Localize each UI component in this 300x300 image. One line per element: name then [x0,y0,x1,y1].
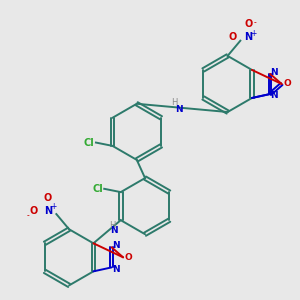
Text: +: + [251,29,257,38]
Text: Cl: Cl [92,184,103,194]
Text: N: N [110,226,118,235]
Text: Cl: Cl [84,138,95,148]
Text: O: O [283,80,291,88]
Text: N: N [112,265,119,274]
Text: H: H [171,98,177,107]
Text: O: O [44,193,52,203]
Text: O: O [124,253,132,262]
Text: N: N [244,32,253,42]
Text: +: + [50,202,57,211]
Text: O: O [244,19,253,29]
Text: -: - [254,18,256,27]
Text: -: - [27,211,30,220]
Text: O: O [229,32,237,42]
Text: N: N [44,206,52,216]
Text: N: N [112,241,119,250]
Text: N: N [270,68,278,77]
Text: H: H [109,220,115,230]
Text: N: N [270,91,278,100]
Text: N: N [175,105,183,114]
Text: O: O [30,206,38,216]
